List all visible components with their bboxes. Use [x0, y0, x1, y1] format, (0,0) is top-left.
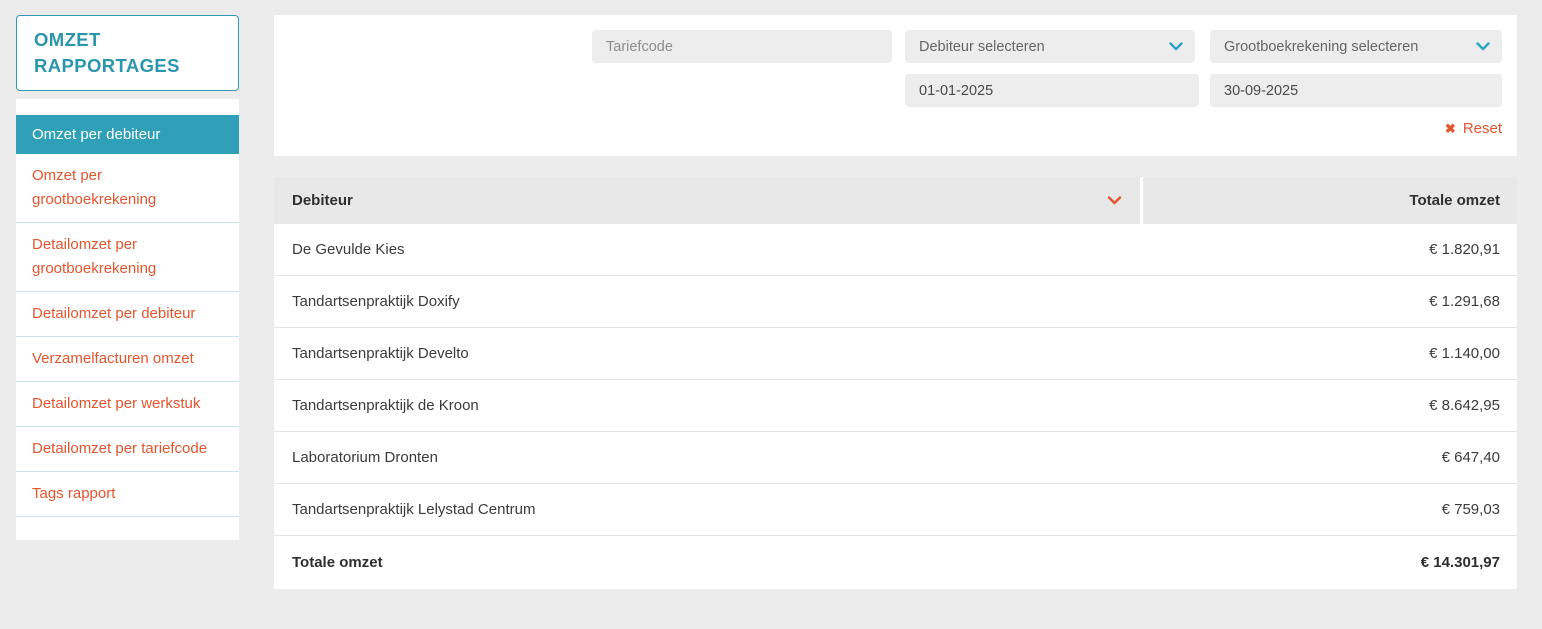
- omzet-cell: € 1.291,68: [1429, 293, 1500, 310]
- omzet-cell: € 759,03: [1441, 501, 1500, 518]
- close-icon: ✖: [1444, 121, 1456, 136]
- table-row: Tandartsenpraktijk Develto € 1.140,00: [274, 328, 1517, 380]
- debiteur-cell: Laboratorium Dronten: [292, 449, 438, 466]
- debiteur-cell: Tandartsenpraktijk de Kroon: [292, 397, 479, 414]
- tariefcode-input-wrapper: [592, 30, 892, 63]
- table-row: Tandartsenpraktijk de Kroon € 8.642,95: [274, 380, 1517, 432]
- table-footer-label: Totale omzet: [292, 554, 383, 571]
- table-footer-value: € 14.301,97: [1420, 554, 1500, 571]
- table-header-debiteur[interactable]: Debiteur: [274, 177, 1140, 224]
- sidebar-menu: Omzet per debiteur Omzet per grootboekre…: [16, 99, 239, 540]
- sidebar-item-tags-rapport[interactable]: Tags rapport: [16, 472, 239, 517]
- table-header-totale-omzet: Totale omzet: [1143, 177, 1517, 224]
- debiteur-cell: Tandartsenpraktijk Lelystad Centrum: [292, 501, 536, 518]
- omzet-cell: € 1.140,00: [1429, 345, 1500, 362]
- chevron-down-icon: [1169, 42, 1183, 51]
- sidebar-item-detailomzet-per-tariefcode[interactable]: Detailomzet per tariefcode: [16, 427, 239, 472]
- table-row: De Gevulde Kies € 1.820,91: [274, 224, 1517, 276]
- date-to-input[interactable]: [1210, 74, 1502, 107]
- table-row: Tandartsenpraktijk Doxify € 1.291,68: [274, 276, 1517, 328]
- debiteur-cell: Tandartsenpraktijk Doxify: [292, 293, 460, 310]
- date-from-wrapper: [905, 74, 1199, 107]
- reset-button[interactable]: ✖ Reset: [1445, 120, 1502, 137]
- table-row: Laboratorium Dronten € 647,40: [274, 432, 1517, 484]
- table-header-row: Debiteur Totale omzet: [274, 177, 1517, 224]
- sidebar-item-verzamelfacturen-omzet[interactable]: Verzamelfacturen omzet: [16, 337, 239, 382]
- debiteur-select[interactable]: Debiteur selecteren: [905, 30, 1195, 63]
- date-to-wrapper: [1210, 74, 1502, 107]
- omzet-cell: € 647,40: [1441, 449, 1500, 466]
- debiteur-select-label: Debiteur selecteren: [919, 38, 1045, 55]
- debiteur-cell: Tandartsenpraktijk Develto: [292, 345, 469, 362]
- table-footer-row: Totale omzet € 14.301,97: [274, 536, 1517, 589]
- date-from-input[interactable]: [905, 74, 1199, 107]
- grootboekrekening-select-label: Grootboekrekening selecteren: [1224, 38, 1419, 55]
- debiteur-cell: De Gevulde Kies: [292, 241, 405, 258]
- omzet-cell: € 1.820,91: [1429, 241, 1500, 258]
- tariefcode-input[interactable]: [592, 30, 892, 63]
- sidebar-item-detailomzet-per-grootboekrekening[interactable]: Detailomzet per grootboekrekening: [16, 223, 239, 292]
- main-content: Debiteur selecteren Grootboekrekening se…: [274, 15, 1517, 589]
- sidebar-item-detailomzet-per-debiteur[interactable]: Detailomzet per debiteur: [16, 292, 239, 337]
- table-row: Tandartsenpraktijk Lelystad Centrum € 75…: [274, 484, 1517, 536]
- sidebar-item-omzet-per-grootboekrekening[interactable]: Omzet per grootboekrekening: [16, 154, 239, 223]
- chevron-down-icon: [1476, 42, 1490, 51]
- chevron-down-icon[interactable]: [1107, 196, 1122, 205]
- table-header-totale-omzet-label: Totale omzet: [1409, 192, 1500, 209]
- omzet-cell: € 8.642,95: [1429, 397, 1500, 414]
- sidebar-item-omzet-per-debiteur[interactable]: Omzet per debiteur: [16, 115, 239, 154]
- filter-panel: Debiteur selecteren Grootboekrekening se…: [274, 15, 1517, 156]
- sidebar-title: OMZET RAPPORTAGES: [16, 15, 239, 91]
- sidebar-item-detailomzet-per-werkstuk[interactable]: Detailomzet per werkstuk: [16, 382, 239, 427]
- table-header-debiteur-label: Debiteur: [292, 192, 353, 209]
- revenue-table: Debiteur Totale omzet De Gevulde Kies € …: [274, 177, 1517, 589]
- sidebar: OMZET RAPPORTAGES Omzet per debiteur Omz…: [16, 15, 239, 540]
- reset-label: Reset: [1462, 120, 1502, 137]
- grootboekrekening-select[interactable]: Grootboekrekening selecteren: [1210, 30, 1502, 63]
